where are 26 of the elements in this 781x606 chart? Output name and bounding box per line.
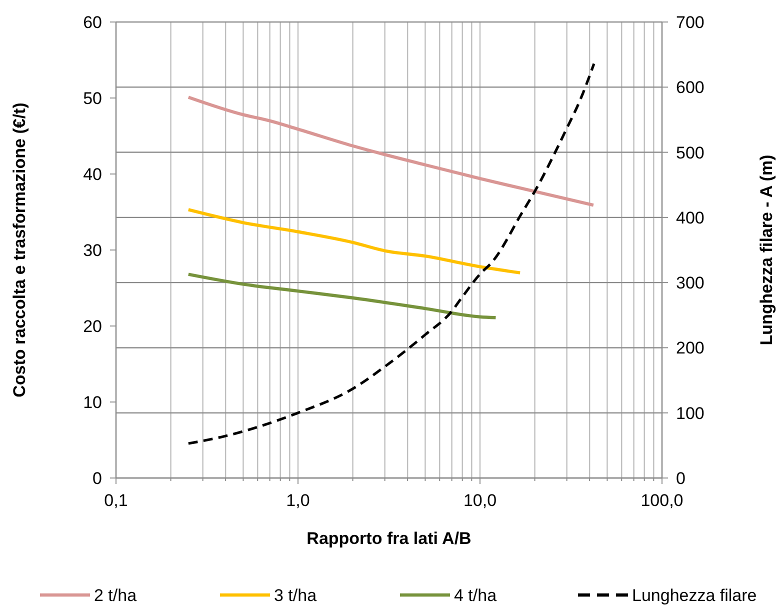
legend-label: 4 t/ha bbox=[454, 586, 498, 605]
y2-tick-label: 500 bbox=[676, 143, 704, 162]
y2-tick-label: 700 bbox=[676, 13, 704, 32]
y-tick-label: 20 bbox=[83, 317, 102, 336]
y2-axis-title: Lunghezza filare - A (m) bbox=[757, 154, 776, 346]
y2-tick-label: 200 bbox=[676, 338, 704, 358]
y-tick-label: 10 bbox=[83, 393, 102, 412]
y2-tick-label: 600 bbox=[676, 78, 704, 98]
x-axis-title: Rapporto fra lati A/B bbox=[306, 529, 472, 548]
y2-tick-label: 400 bbox=[676, 208, 704, 228]
y-tick-label: 40 bbox=[83, 165, 102, 184]
legend-label: 3 t/ha bbox=[274, 586, 318, 605]
y2-tick-label: 300 bbox=[676, 274, 704, 293]
y2-tick-label: 100 bbox=[676, 404, 704, 423]
y-tick-label: 0 bbox=[92, 469, 102, 488]
x-tick-label: 10,0 bbox=[463, 491, 497, 510]
y-tick-label: 60 bbox=[83, 13, 102, 32]
x-tick-label: 0,1 bbox=[104, 491, 128, 510]
y-axis-title: Costo raccolta e trasformazione (€/t) bbox=[10, 102, 29, 398]
x-tick-label: 100,0 bbox=[640, 491, 684, 510]
y-tick-label: 50 bbox=[83, 89, 102, 108]
y2-tick-label: 0 bbox=[676, 469, 686, 488]
x-tick-label: 1,0 bbox=[286, 491, 310, 510]
legend-label: 2 t/ha bbox=[94, 586, 138, 605]
legend-label: Lunghezza filare bbox=[632, 586, 757, 605]
y-tick-label: 30 bbox=[83, 241, 102, 260]
